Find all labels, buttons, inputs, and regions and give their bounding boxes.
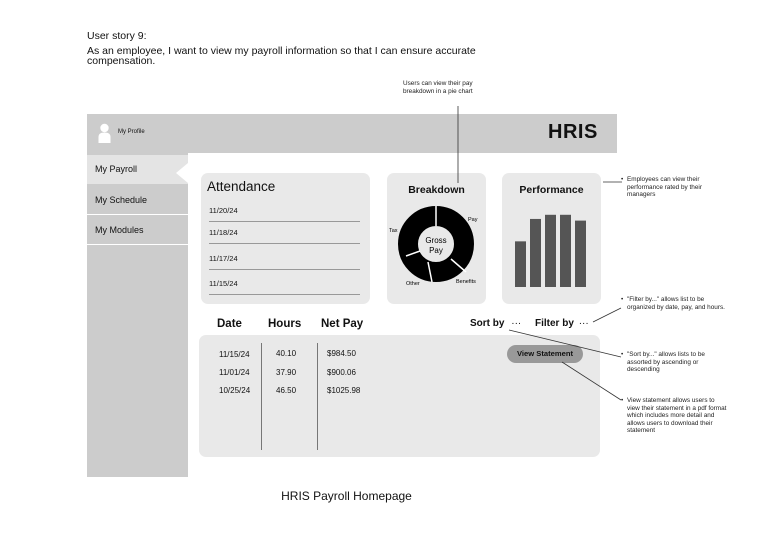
active-indicator xyxy=(176,163,188,183)
more-icon: ··· xyxy=(578,318,589,329)
row-date: 10/25/24 xyxy=(219,386,251,395)
filter-by-label: Filter by xyxy=(535,318,574,329)
attendance-date: 11/17/24 xyxy=(209,254,360,270)
sidebar xyxy=(87,153,188,477)
row-hours: 37.90 xyxy=(276,368,297,377)
attendance-date: 11/18/24 xyxy=(209,228,360,244)
column-divider xyxy=(317,343,318,450)
sort-by-label: Sort by xyxy=(470,318,505,329)
row-date: 11/15/24 xyxy=(219,350,250,359)
row-net-pay: $1025.98 xyxy=(327,386,361,395)
attendance-date: 11/20/24 xyxy=(209,206,360,222)
row-hours: 40.10 xyxy=(276,349,297,358)
user-icon[interactable] xyxy=(98,123,111,143)
breakdown-title: Breakdown xyxy=(408,184,465,196)
row-net-pay: $900.06 xyxy=(327,368,356,377)
note-sort: "Sort by..." allows lists to be assorted… xyxy=(621,351,727,374)
column-divider xyxy=(261,343,262,450)
attendance-title: Attendance xyxy=(207,179,276,194)
column-hours[interactable]: Hours xyxy=(268,318,302,330)
note-performance: Employees can view their performance rat… xyxy=(621,176,727,199)
sidebar-item-modules[interactable]: My Modules xyxy=(87,216,188,245)
view-statement-button[interactable]: View Statement xyxy=(507,345,583,363)
brand-logo: HRIS xyxy=(548,121,598,143)
app-header xyxy=(87,114,617,153)
attendance-date: 11/15/24 xyxy=(209,279,360,295)
story-text: As an employee, I want to view my payrol… xyxy=(87,45,476,67)
performance-title: Performance xyxy=(519,184,584,196)
note-statement: View statement allows users to view thei… xyxy=(621,397,727,435)
page-caption: HRIS Payroll Homepage xyxy=(281,489,412,503)
my-profile-link[interactable]: My Profile xyxy=(118,129,145,135)
column-net-pay[interactable]: Net Pay xyxy=(321,318,364,330)
leader-line xyxy=(592,307,622,323)
column-date[interactable]: Date xyxy=(217,318,242,330)
sidebar-item-payroll[interactable]: My Payroll xyxy=(87,155,188,184)
note-filter: "Filter by..." allows list to be organiz… xyxy=(621,296,727,311)
more-icon: ··· xyxy=(511,318,522,329)
sidebar-item-schedule[interactable]: My Schedule xyxy=(87,186,188,215)
row-date: 11/01/24 xyxy=(219,368,250,377)
filter-by-control[interactable]: Filter by ··· xyxy=(535,318,589,329)
note-breakdown: Users can view their pay breakdown in a … xyxy=(403,80,473,95)
story-title: User story 9: xyxy=(87,30,147,42)
row-net-pay: $984.50 xyxy=(327,349,356,358)
sort-by-control[interactable]: Sort by ··· xyxy=(470,318,521,329)
attendance-card xyxy=(201,173,370,304)
row-hours: 46.50 xyxy=(276,386,297,395)
